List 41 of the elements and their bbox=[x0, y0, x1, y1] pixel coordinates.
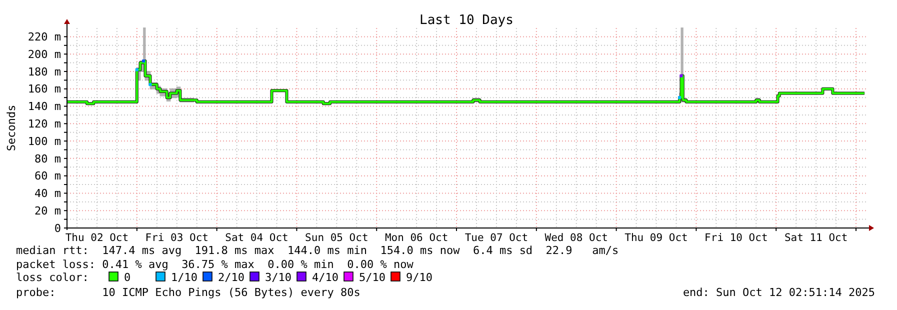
y-tick-label: 40 m bbox=[34, 187, 62, 200]
y-tick-label: 80 m bbox=[34, 152, 62, 166]
x-tick-label: Tue 07 Oct bbox=[464, 232, 528, 244]
x-tick-label: Fri 03 Oct bbox=[145, 232, 208, 244]
y-tick-label: 60 m bbox=[34, 170, 62, 183]
point bbox=[680, 74, 683, 78]
x-tick-label: Wed 08 Oct bbox=[544, 232, 608, 244]
y-tick-label: 120 m bbox=[28, 118, 62, 130]
y-tick-label: 220 m bbox=[28, 30, 62, 44]
y-axis-title: Seconds bbox=[5, 104, 18, 152]
y-tick-label: 180 m bbox=[28, 65, 62, 78]
text: packet loss: 0.41 % avg 36.75 % max 0.00 % min 0.00 % now bbox=[16, 258, 414, 271]
point bbox=[142, 60, 146, 63]
point bbox=[135, 68, 138, 72]
y-tick-label: 140 m bbox=[28, 100, 62, 114]
point bbox=[148, 83, 152, 86]
x-tick-label: Sat 04 Oct bbox=[225, 232, 288, 244]
legend-label: 5/10 bbox=[359, 271, 386, 284]
legend-label: 3/10 bbox=[265, 271, 292, 284]
text: median rtt: 147.4 ms avg 191.8 ms max 144.0 ms min 154.0 ms now 6.4 ms sd 22.9 am/s bbox=[16, 244, 619, 257]
point bbox=[678, 96, 682, 100]
text: probe: 10 ICMP Echo Pings (56 Bytes) every 80s bbox=[16, 286, 360, 299]
y-tick-label: 20 m bbox=[34, 204, 62, 218]
x-tick-label: Thu 09 Oct bbox=[624, 232, 688, 244]
x-tick-label: Thu 02 Oct bbox=[65, 232, 129, 244]
x-tick-label: Mon 06 Oct bbox=[384, 232, 448, 244]
chart-title: Last 10 Days bbox=[420, 13, 514, 28]
x-tick-label: Fri 10 Oct bbox=[704, 232, 768, 244]
legend-label: 1/10 bbox=[171, 271, 198, 284]
x-tick-label: Sun 05 Oct bbox=[305, 232, 368, 244]
legend-label: 0 bbox=[124, 271, 131, 284]
y-tick-label: 200 m bbox=[28, 48, 62, 61]
y-tick-label: 160 m bbox=[28, 82, 62, 96]
legend-title: loss color: bbox=[16, 271, 89, 284]
text: end: Sun Oct 12 02:51:14 2025 bbox=[682, 286, 875, 299]
legend-label: 9/10 bbox=[406, 271, 432, 284]
x-tick-label: Sat 11 Oct bbox=[784, 232, 848, 244]
legend-label: 4/10 bbox=[312, 271, 338, 284]
legend-label: 2/10 bbox=[218, 271, 244, 284]
y-tick-label: 100 m bbox=[28, 134, 62, 148]
y-tick-label: 0 bbox=[54, 222, 61, 235]
